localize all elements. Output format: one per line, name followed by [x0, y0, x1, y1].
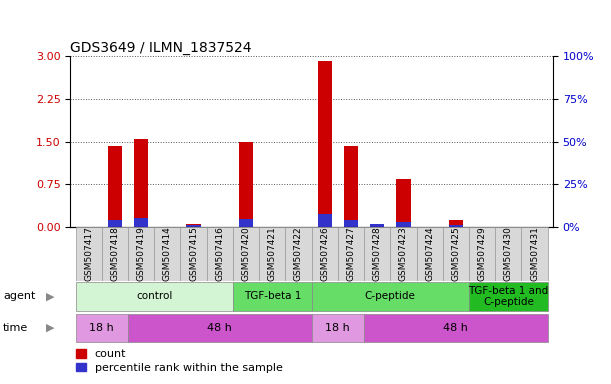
Text: GSM507416: GSM507416 — [215, 227, 224, 281]
Bar — [344, 146, 358, 227]
Bar — [344, 220, 358, 227]
Text: GSM507426: GSM507426 — [320, 227, 329, 281]
Text: time: time — [3, 323, 28, 333]
Text: GSM507421: GSM507421 — [268, 227, 277, 281]
Bar — [448, 220, 463, 227]
Legend: count, percentile rank within the sample: count, percentile rank within the sample — [76, 349, 282, 373]
Bar — [521, 227, 547, 281]
Text: GSM507427: GSM507427 — [346, 227, 356, 281]
Text: GDS3649 / ILMN_1837524: GDS3649 / ILMN_1837524 — [70, 41, 252, 55]
Text: GSM507415: GSM507415 — [189, 227, 198, 281]
Text: GSM507429: GSM507429 — [478, 227, 486, 281]
Text: GSM507425: GSM507425 — [452, 227, 461, 281]
Bar — [76, 282, 233, 311]
Bar — [186, 223, 201, 227]
Text: GSM507419: GSM507419 — [137, 227, 145, 281]
Bar — [396, 222, 411, 227]
Bar — [370, 224, 384, 227]
Bar — [154, 227, 180, 281]
Text: C-peptide: C-peptide — [365, 291, 415, 301]
Bar — [128, 227, 154, 281]
Bar — [390, 227, 417, 281]
Text: GSM507418: GSM507418 — [111, 227, 119, 281]
Text: ▶: ▶ — [46, 291, 54, 301]
Text: 48 h: 48 h — [207, 323, 232, 333]
Text: ▶: ▶ — [46, 323, 54, 333]
Bar — [102, 227, 128, 281]
Bar — [180, 227, 207, 281]
Text: GSM507423: GSM507423 — [399, 227, 408, 281]
Bar — [469, 282, 547, 311]
Bar — [186, 225, 201, 227]
Bar — [285, 227, 312, 281]
Bar — [443, 227, 469, 281]
Text: 18 h: 18 h — [326, 323, 350, 333]
Bar — [448, 225, 463, 227]
Text: control: control — [136, 291, 172, 301]
Text: agent: agent — [3, 291, 35, 301]
Bar — [76, 227, 102, 281]
Text: GSM507417: GSM507417 — [84, 227, 93, 281]
Bar — [239, 219, 253, 227]
Bar — [76, 314, 128, 342]
Bar — [318, 61, 332, 227]
Bar — [312, 282, 469, 311]
Text: GSM507430: GSM507430 — [504, 227, 513, 281]
Text: TGF-beta 1 and
C-peptide: TGF-beta 1 and C-peptide — [468, 286, 549, 307]
Bar — [108, 146, 122, 227]
Bar — [396, 179, 411, 227]
Text: GSM507424: GSM507424 — [425, 227, 434, 281]
Bar — [417, 227, 443, 281]
Bar — [364, 314, 547, 342]
Bar — [469, 227, 496, 281]
Text: 48 h: 48 h — [444, 323, 468, 333]
Bar — [134, 218, 148, 227]
Bar — [312, 227, 338, 281]
Text: GSM507420: GSM507420 — [241, 227, 251, 281]
Text: GSM507431: GSM507431 — [530, 227, 539, 281]
Text: 18 h: 18 h — [89, 323, 114, 333]
Text: TGF-beta 1: TGF-beta 1 — [244, 291, 301, 301]
Bar — [259, 227, 285, 281]
Bar — [312, 314, 364, 342]
Bar — [134, 139, 148, 227]
Bar — [364, 227, 390, 281]
Bar — [496, 227, 521, 281]
Text: GSM507414: GSM507414 — [163, 227, 172, 281]
Text: GSM507422: GSM507422 — [294, 227, 303, 281]
Bar — [108, 220, 122, 227]
Bar — [233, 227, 259, 281]
Bar — [207, 227, 233, 281]
Text: GSM507428: GSM507428 — [373, 227, 382, 281]
Bar — [338, 227, 364, 281]
Bar — [233, 282, 312, 311]
Bar — [128, 314, 312, 342]
Bar — [239, 141, 253, 227]
Bar — [318, 214, 332, 227]
